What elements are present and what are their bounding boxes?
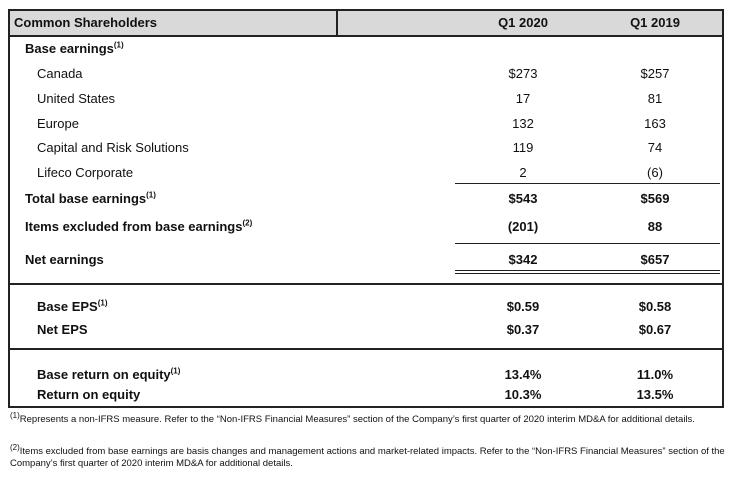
segment-label: Canada	[37, 66, 83, 81]
base-eps-label: Base EPS(1)	[37, 298, 108, 314]
subtotal-rule	[455, 183, 720, 184]
total-base-earnings-label: Total base earnings(1)	[25, 190, 156, 206]
segment-q1-2019: (6)	[647, 165, 663, 180]
net-earnings-q1-2019: $657	[640, 252, 670, 267]
net-earnings-q1-2020: $342	[508, 252, 538, 267]
net-earnings-label: Net earnings	[25, 252, 104, 267]
base-roe-q1-2020: 13.4%	[504, 367, 542, 382]
net-eps-q1-2020: $0.37	[506, 322, 540, 337]
segment-q1-2019: 74	[647, 140, 663, 155]
segment-q1-2019: 163	[644, 116, 666, 131]
net-eps-label: Net EPS	[37, 322, 88, 337]
footnote-1: (1)Represents a non-IFRS measure. Refer …	[10, 410, 695, 425]
segment-q1-2020: 132	[512, 116, 534, 131]
base-earnings-heading: Base earnings(1)	[25, 40, 124, 56]
segment-label: Lifeco Corporate	[37, 165, 134, 180]
double-rule-bottom	[455, 273, 720, 274]
segment-q1-2019: $257	[640, 66, 670, 81]
segment-q1-2020: 17	[515, 91, 531, 106]
segment-label: Europe	[37, 116, 79, 131]
items-excluded-label: Items excluded from base earnings(2)	[25, 218, 253, 234]
table-header: Common Shareholders Q1 2020 Q1 2019	[10, 11, 722, 37]
segment-q1-2020: 2	[519, 165, 527, 180]
segment-q1-2020: 119	[512, 140, 534, 155]
segment-label: United States	[37, 91, 116, 106]
base-eps-q1-2019: $0.58	[638, 299, 672, 314]
section-divider	[10, 283, 722, 285]
header-divider	[336, 11, 338, 35]
total-base-q1-2020: $543	[508, 191, 538, 206]
header-label: Common Shareholders	[14, 15, 158, 30]
base-eps-q1-2020: $0.59	[506, 299, 540, 314]
earnings-table: Common Shareholders Q1 2020 Q1 2019 Base…	[8, 9, 724, 408]
items-excluded-q1-2019: 88	[647, 219, 663, 234]
segment-q1-2020: $273	[508, 66, 538, 81]
segment-q1-2019: 81	[647, 91, 663, 106]
roe-q1-2019: 13.5%	[636, 387, 674, 402]
total-base-q1-2019: $569	[640, 191, 670, 206]
header-q1-2019: Q1 2019	[630, 15, 680, 30]
section-divider	[10, 348, 722, 350]
footnote-2: (2)Items excluded from base earnings are…	[10, 442, 725, 469]
header-q1-2020: Q1 2020	[498, 15, 548, 30]
base-roe-label: Base return on equity(1)	[37, 366, 181, 382]
roe-q1-2020: 10.3%	[504, 387, 542, 402]
roe-label: Return on equity	[37, 387, 141, 402]
net-rule	[455, 243, 720, 244]
base-roe-q1-2019: 11.0%	[636, 367, 674, 382]
items-excluded-q1-2020: (201)	[507, 219, 539, 234]
net-eps-q1-2019: $0.67	[638, 322, 672, 337]
segment-label: Capital and Risk Solutions	[37, 140, 189, 155]
double-rule-top	[455, 270, 720, 271]
